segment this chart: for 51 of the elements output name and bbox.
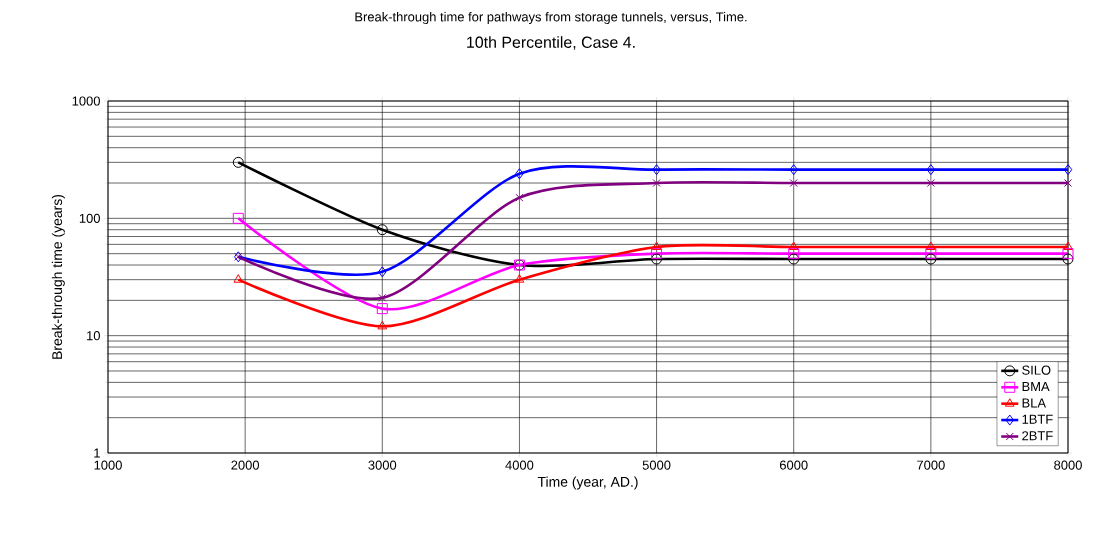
chart-subtitle: 10th Percentile, Case 4. [467, 36, 635, 50]
point [233, 274, 244, 283]
point [926, 178, 935, 188]
point [377, 320, 388, 330]
x-tick-label: 2000 [231, 460, 260, 470]
point [376, 224, 388, 236]
point [925, 253, 937, 265]
point [651, 253, 663, 265]
chart-title: Break-through time for pathways from storage tunnels, versus, Time. [355, 11, 747, 25]
point [1063, 164, 1073, 176]
y-tick-label: 1000 [72, 96, 100, 106]
point [652, 178, 661, 188]
point [232, 212, 244, 224]
x-axis-title: Time (year, AD.) [537, 476, 638, 490]
x-tick-label: 1000 [94, 460, 122, 470]
legend-label: BMA [1022, 382, 1050, 391]
y-tick-label: 10 [87, 331, 100, 341]
x-tick-label: 6000 [779, 460, 808, 470]
point [1062, 253, 1074, 265]
point [926, 241, 936, 250]
legend-label: 2BTF [1022, 431, 1053, 441]
legend-label: BLA [1022, 398, 1047, 408]
point [652, 164, 661, 176]
x-tick-label: 8000 [1054, 460, 1082, 470]
y-tick-label: 100 [79, 213, 100, 223]
x-tick-label: 3000 [368, 460, 397, 470]
point [925, 248, 937, 260]
point [378, 266, 387, 278]
legend-label: SILO [1022, 365, 1051, 375]
y-tick-label: 1 [94, 448, 100, 458]
point [514, 274, 525, 283]
point [515, 168, 524, 180]
point [232, 156, 244, 168]
point [1062, 248, 1074, 260]
point [788, 248, 800, 260]
point [651, 248, 663, 260]
point [926, 164, 936, 176]
x-tick-label: 4000 [505, 460, 534, 470]
point [789, 178, 798, 188]
y-axis-title: Break-through time (years) [51, 194, 65, 359]
point [789, 164, 798, 176]
point [515, 193, 524, 202]
point [788, 253, 800, 265]
point [651, 241, 662, 250]
x-tick-label: 7000 [917, 460, 945, 470]
point [1063, 241, 1073, 250]
x-tick-label: 5000 [642, 460, 671, 470]
point [788, 241, 799, 250]
point [378, 293, 387, 302]
legend-label: 1BTF [1022, 414, 1053, 424]
point [376, 303, 388, 315]
